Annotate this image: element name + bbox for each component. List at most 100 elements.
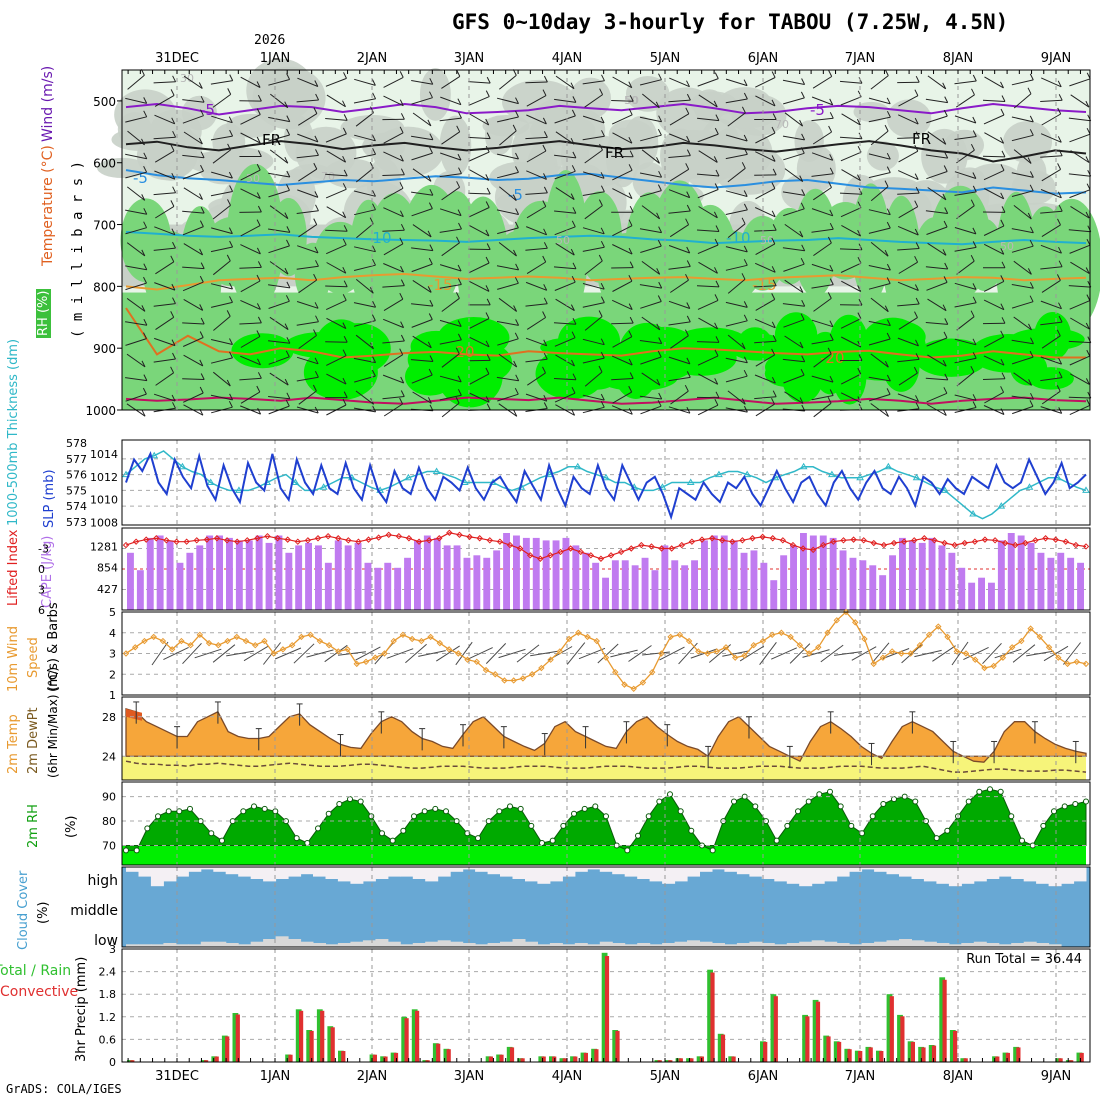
- wind-barb: [411, 135, 433, 141]
- wind-barb: [153, 81, 176, 84]
- precip-total-bar: [295, 1009, 302, 1062]
- high-cloud-gap: [998, 867, 1012, 877]
- surface-wind-barb: [932, 645, 956, 662]
- wind-speed-point: [168, 646, 176, 653]
- wind-barb-flag: [884, 69, 889, 76]
- wind-barb-flag: [313, 329, 317, 336]
- rh-saturated-region: [774, 312, 818, 360]
- low-cloud-bar: [637, 943, 651, 947]
- wind-barb-flag: [1058, 302, 1062, 309]
- rh-gray-region: [372, 126, 444, 178]
- wind-barb: [154, 170, 175, 180]
- wind-barb-flag: [801, 244, 806, 252]
- wind-barb: [268, 116, 290, 123]
- wind-barb-flag: [456, 70, 461, 77]
- wind-barb-flag: [1027, 87, 1032, 95]
- wind-barb: [526, 170, 547, 180]
- wind-speed-point: [575, 629, 582, 636]
- low-cloud-bar: [387, 941, 401, 947]
- wind-barb: [211, 115, 233, 124]
- thickness-tick-label: 577: [66, 453, 87, 466]
- rh-point: [880, 801, 887, 807]
- wind-barb: [669, 113, 690, 126]
- precip-total-bar: [728, 1056, 735, 1062]
- surface-wind-barb: [914, 649, 942, 658]
- wind-barb-flag: [800, 257, 805, 265]
- wind-barb-flag: [570, 137, 575, 145]
- surface-wind-barb: [802, 649, 830, 658]
- wind-barb-flag: [598, 254, 603, 262]
- cape-bar: [671, 560, 679, 610]
- wind-speed-point: [325, 641, 333, 649]
- rh-contour-label: 50: [556, 234, 570, 247]
- wind-barb: [382, 374, 404, 384]
- rh-gray-region: [529, 114, 596, 146]
- wind-barb: [439, 375, 462, 383]
- wind-barb: [640, 356, 662, 365]
- wind-barb-flag: [457, 333, 462, 341]
- high-cloud-gap: [537, 867, 551, 884]
- rh-tick-label: 90: [102, 791, 116, 804]
- wind-barb-flag: [972, 394, 977, 401]
- low-cloud-bar: [986, 943, 1000, 947]
- cape-bar: [701, 540, 708, 610]
- cape-bar: [710, 535, 718, 610]
- wind-barb: [754, 340, 777, 344]
- wind-barb-flag: [229, 296, 233, 303]
- high-cloud-gap: [961, 867, 975, 884]
- lifted-index-point: [1001, 539, 1009, 547]
- precip-convective-bar: [815, 1001, 821, 1062]
- cape-bar: [829, 537, 837, 610]
- wind-barb-flag: [457, 320, 462, 327]
- wind-barb: [926, 171, 948, 180]
- precip-convective-label: Convective: [0, 984, 79, 1000]
- wind-barb-flag: [399, 397, 404, 405]
- wind-barb: [927, 75, 946, 90]
- low-cloud-bar: [138, 944, 152, 947]
- surface-wind-barb: [226, 650, 254, 657]
- precip-convective-bar: [288, 1054, 293, 1062]
- wind-barb: [411, 191, 433, 196]
- wind-barb-flag: [284, 267, 289, 275]
- high-cloud-gap: [861, 867, 875, 870]
- wind-barb-flag: [972, 116, 977, 124]
- wind-barb: [268, 284, 290, 289]
- wind-barb: [127, 130, 145, 146]
- slp-tick-label: 1008: [90, 517, 118, 530]
- wind-barb-flag: [512, 194, 517, 201]
- wind-barb: [1011, 190, 1034, 197]
- wind-barb-flag: [801, 299, 806, 307]
- precip-convective-bar: [668, 1060, 673, 1062]
- thickness-point: [319, 483, 328, 490]
- wind-speed-point: [861, 635, 868, 643]
- wind-barb-flag: [827, 292, 832, 299]
- isotherm--30: [125, 396, 1087, 405]
- wind-barb: [897, 114, 919, 125]
- surface-wind-barb: [306, 649, 334, 658]
- wind-barb: [125, 97, 147, 104]
- low-cloud-bar: [238, 944, 252, 947]
- rh-point: [816, 791, 823, 798]
- cape-bar: [691, 560, 698, 610]
- wind-barb: [956, 371, 975, 387]
- cape-bar: [156, 535, 164, 610]
- wind-barb-flag: [772, 390, 777, 397]
- lifted-index-point: [233, 538, 241, 545]
- lifted-index-point: [375, 534, 382, 541]
- wind-barb-flag: [713, 156, 718, 163]
- wind-barb-flag: [915, 75, 920, 83]
- wind-barb-flag: [315, 260, 319, 267]
- wind-barb: [411, 152, 433, 161]
- wind-barb: [582, 394, 605, 401]
- high-cloud-gap: [400, 867, 414, 877]
- rh-point: [379, 830, 385, 837]
- wind-barb: [412, 279, 432, 293]
- precip-convective-bar: [773, 996, 778, 1062]
- wind-barb-flag: [572, 262, 577, 270]
- wind-barb-flag: [656, 378, 661, 386]
- cape-bar: [433, 537, 441, 610]
- wind-barb-flag: [485, 174, 490, 181]
- wind-barb: [783, 208, 805, 217]
- low-cloud-bar: [786, 943, 800, 947]
- wind-barb-flag: [827, 396, 832, 404]
